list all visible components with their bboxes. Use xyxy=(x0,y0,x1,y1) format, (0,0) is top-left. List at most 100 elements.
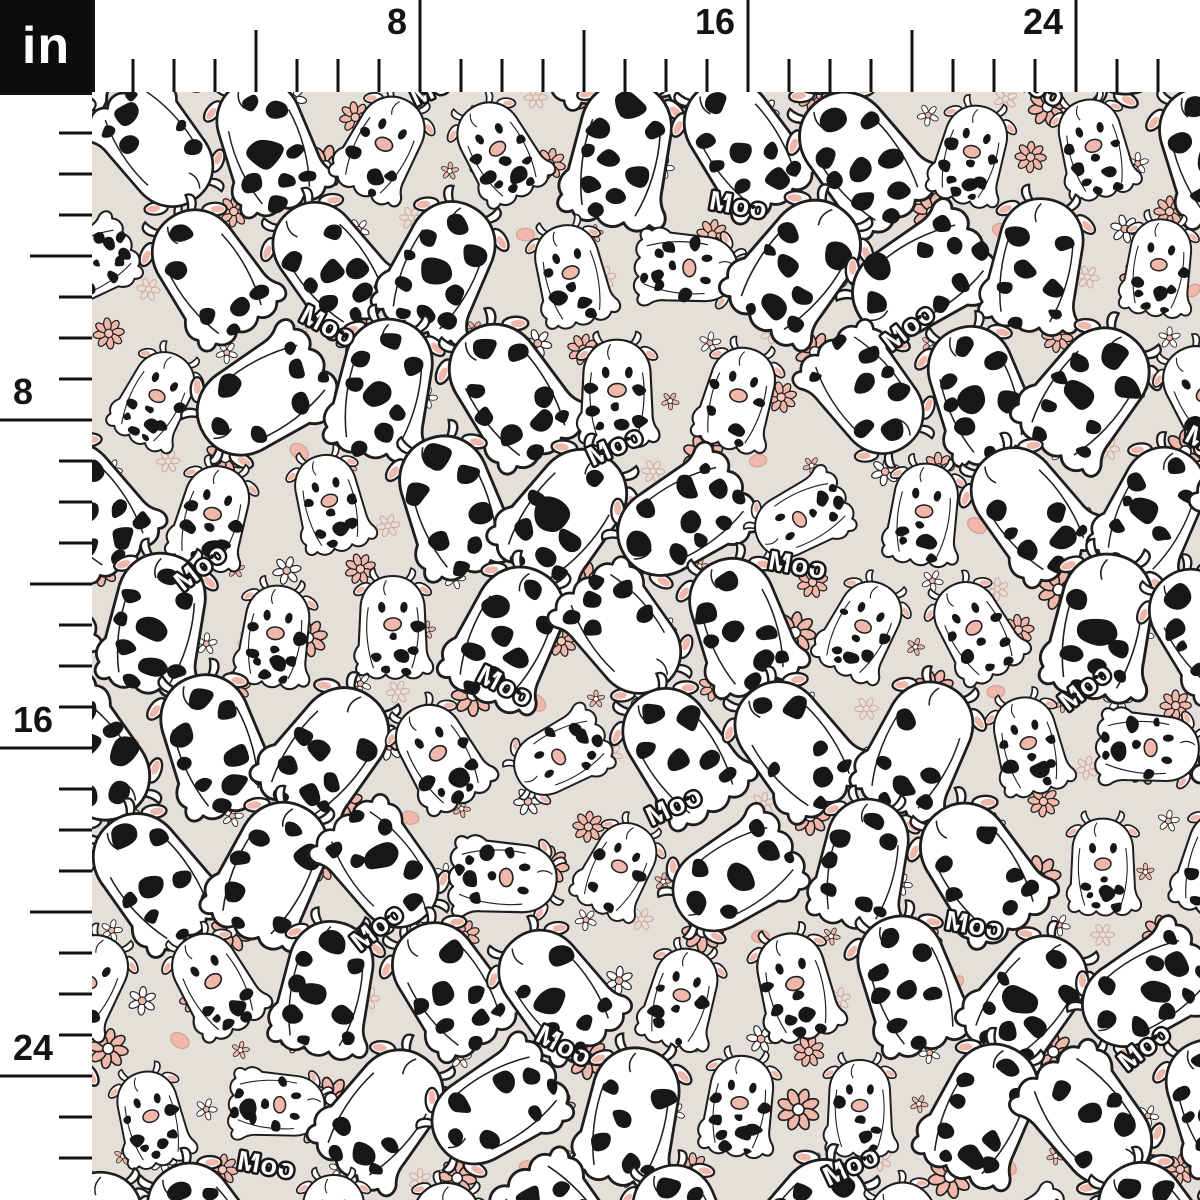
cow-ghost-back-icon xyxy=(1029,530,1178,711)
cow-ghost-back-icon xyxy=(997,292,1185,487)
cow-ghost-back-icon xyxy=(818,190,1014,373)
white-daisy-icon xyxy=(1157,809,1180,832)
pink-daisy-icon xyxy=(907,637,925,656)
ruler-top-ticks: 8 16 24 xyxy=(92,0,1160,92)
pink-daisy-icon xyxy=(1159,689,1192,722)
outline-flower-icon xyxy=(136,277,161,301)
pink-daisy-icon xyxy=(822,927,841,946)
white-daisy-icon xyxy=(916,104,939,127)
pink-daisy-icon xyxy=(661,392,680,411)
cow-ghost-front-icon xyxy=(561,801,679,931)
cow-ghost-back-icon xyxy=(829,888,987,1069)
cow-ghost-back-icon xyxy=(313,296,456,470)
cow-ghost-back-icon xyxy=(1000,1026,1188,1200)
cow-ghost-front-icon xyxy=(370,680,505,826)
cow-ghost-back-icon xyxy=(547,92,696,239)
cow-ghost-front-icon xyxy=(97,330,217,461)
pink-daisy-icon xyxy=(440,161,459,180)
cow-ghost-back-icon xyxy=(399,1023,586,1197)
cow-ghost-front-icon xyxy=(92,205,152,329)
pink-oval-dot xyxy=(289,442,310,461)
cow-ghost-back-icon xyxy=(641,795,821,963)
cow-ghost-back-icon xyxy=(300,782,471,960)
cow-ghost-back-icon xyxy=(797,778,930,940)
cow-ghost-back-icon xyxy=(885,769,1068,962)
cow-ghost-front-icon xyxy=(910,558,1037,696)
cow-ghost-front-icon xyxy=(433,92,562,218)
ruler-left: 8 16 24 xyxy=(0,92,92,1200)
pink-daisy-icon xyxy=(777,1088,820,1131)
cow-ghost-back-icon xyxy=(471,1134,659,1200)
cow-ghost-front-icon xyxy=(1041,92,1146,208)
cow-ghost-front-icon xyxy=(225,1062,336,1148)
cow-ghost-back-icon xyxy=(539,545,714,727)
cow-ghost-back-icon xyxy=(118,176,295,363)
cow-ghost-front-icon xyxy=(820,1051,900,1158)
cow-ghost-front-icon xyxy=(1063,810,1143,917)
cow-ghost-back-icon xyxy=(700,647,883,837)
cow-ghost-back-icon xyxy=(92,662,185,855)
unit-label-box: in xyxy=(0,0,92,92)
cow-ghost-back-icon xyxy=(561,1025,703,1198)
unit-label: in xyxy=(21,17,71,75)
cow-ghost-back-icon xyxy=(838,651,1004,836)
cow-ghost-front-icon xyxy=(691,1042,788,1163)
pink-daisy-icon xyxy=(797,566,829,598)
cow-ghost-front-icon xyxy=(277,438,381,562)
pink-daisy-icon xyxy=(1014,140,1047,174)
cow-ghost-back-icon xyxy=(413,289,600,487)
white-daisy-icon xyxy=(699,331,722,354)
cow-ghost-back-icon xyxy=(359,171,527,356)
cow-ghost-front-icon xyxy=(802,559,925,693)
cow-ghost-front-icon xyxy=(627,930,737,1059)
ruler-left-ticks: 8 16 24 xyxy=(0,92,92,1160)
cow-ghost-front-icon xyxy=(445,829,569,926)
outline-flower-icon xyxy=(1075,265,1100,289)
pink-daisy-icon xyxy=(339,101,372,134)
outline-flower-icon xyxy=(986,576,1009,602)
cow-ghost-back-icon xyxy=(1050,907,1200,1080)
white-daisy-icon xyxy=(272,556,302,585)
pink-daisy-icon xyxy=(572,810,605,843)
cow-ghost-front-icon xyxy=(732,459,865,580)
fabric-pattern-swatch: Moo Moo Moo Moo Moo Moo Moo Moo Moo Moo Moo Moo Moo M… xyxy=(92,92,1200,1200)
cow-ghost-back-icon xyxy=(969,177,1106,343)
ruler-top: 8 16 24 xyxy=(92,0,1200,92)
cow-ghost-back-icon xyxy=(359,890,534,1075)
pink-oval-dot xyxy=(515,227,535,242)
cow-ghost-back-icon xyxy=(239,169,416,352)
cow-ghost-front-icon xyxy=(147,909,279,1052)
cow-ghost-front-icon xyxy=(1092,702,1200,794)
cow-ghost-back-icon xyxy=(92,92,246,239)
cow-ghost-back-icon xyxy=(706,164,897,362)
white-daisy-icon xyxy=(574,909,597,932)
cow-ghost-back-icon xyxy=(114,1130,289,1200)
white-daisy-icon xyxy=(128,985,156,1016)
pink-daisy-icon xyxy=(1136,862,1155,881)
pink-daisy-icon xyxy=(232,1040,250,1059)
pink-daisy-icon xyxy=(793,1035,825,1067)
cow-ghost-back-icon xyxy=(294,1015,479,1200)
cow-ghost-front-icon xyxy=(918,92,1026,215)
pink-oval-dot xyxy=(749,453,768,468)
cow-ghost-front-icon xyxy=(573,330,661,449)
cow-ghost-front-icon xyxy=(683,329,795,461)
white-daisy-icon xyxy=(921,570,944,593)
cow-ghost-back-icon xyxy=(1117,537,1200,718)
cow-ghost-front-icon xyxy=(517,207,624,336)
outline-flower-icon xyxy=(1090,923,1115,946)
cow-ghost-front-icon xyxy=(227,571,325,694)
pink-oval-dot xyxy=(170,1032,190,1049)
cow-ghost-front-icon xyxy=(100,1055,201,1176)
pink-daisy-icon xyxy=(910,1095,929,1114)
cow-ghost-back-icon xyxy=(164,311,355,489)
pink-daisy-icon xyxy=(92,317,125,350)
cow-ghost-back-icon xyxy=(237,652,425,847)
cow-ghost-front-icon xyxy=(875,449,973,572)
ruler-number-label: 16 xyxy=(13,699,53,740)
outline-flower-icon xyxy=(376,514,401,538)
cow-ghost-front-icon xyxy=(1112,206,1200,323)
ghost-layer xyxy=(92,92,1200,1200)
